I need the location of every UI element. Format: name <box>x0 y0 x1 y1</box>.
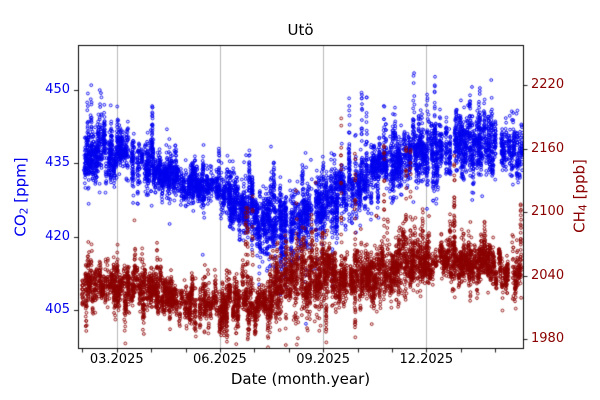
right-y-tick-label-2100: 2100 <box>531 204 565 219</box>
left-y-tick-label-435: 435 <box>45 155 70 171</box>
right-y-axis-label-subscript: 4 <box>576 204 590 212</box>
chart-title: Utö <box>287 21 314 39</box>
right-y-axis-label: CH4 [ppb] <box>570 159 589 233</box>
x-axis-label: Date (month.year) <box>230 370 371 388</box>
right-y-axis-label-main: CH <box>570 211 589 233</box>
x-tick-label-09.2025: 09.2025 <box>296 352 351 367</box>
left-y-axis-label-subscript: 2 <box>17 207 31 215</box>
left-y-tick-label-405: 405 <box>45 302 70 318</box>
x-tick-label-06.2025: 06.2025 <box>193 352 247 367</box>
right-y-tick-label-2160: 2160 <box>531 140 565 156</box>
left-y-tick-label-450: 450 <box>45 81 70 97</box>
right-y-tick-label-2040: 2040 <box>531 267 565 283</box>
right-y-tick-label-1980: 1980 <box>531 331 565 346</box>
x-tick-label-03.2025: 03.2025 <box>89 352 144 367</box>
right-y-tick-label-2220: 2220 <box>531 77 565 92</box>
x-tick-label-12.2025: 12.2025 <box>399 352 454 367</box>
left-y-tick-label-420: 420 <box>45 228 70 244</box>
right-y-axis-label-unit: [ppb] <box>570 159 589 205</box>
